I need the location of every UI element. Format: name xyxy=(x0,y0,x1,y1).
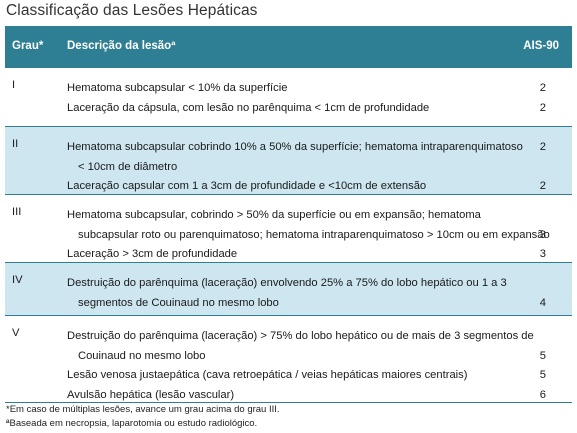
description-line: Hematoma subcapsular < 10% da superfície xyxy=(67,79,517,99)
description-text: Couinaud no mesmo lobo xyxy=(78,349,206,362)
header-descricao: Descrição da lesãoª xyxy=(67,40,176,52)
description-line: Laceração > 3cm de profundidade xyxy=(67,245,517,265)
grau-cell: I xyxy=(12,79,16,91)
grau-cell: V xyxy=(12,327,20,339)
description-cell: Destruição do parênquima (laceração) env… xyxy=(67,274,517,313)
ais-score: 2 xyxy=(539,141,546,153)
description-line: Hematoma subcapsular, cobrindo > 50% da … xyxy=(67,206,517,226)
description-text: Hematoma subcapsular < 10% da superfície xyxy=(67,82,288,94)
table-row: III 3 3 Hematoma subcapsular, cobrindo > 50… xyxy=(5,195,572,263)
description-line: segmentos de Couinaud no mesmo lobo xyxy=(67,294,517,314)
description-line: Couinaud no mesmo lobo xyxy=(67,347,517,367)
footnote-grau: *Em caso de múltiplas lesões, avance um … xyxy=(6,404,280,415)
description-cell: Hematoma subcapsular cobrindo 10% a 50% … xyxy=(67,138,523,197)
table-row: V 5 5 6 Destruição do parênquima (laceração)… xyxy=(5,316,572,403)
ais-score: 5 xyxy=(539,349,546,362)
description-cell: Hematoma subcapsular, cobrindo > 50% da … xyxy=(67,206,550,265)
description-text: Laceração da cápsula, com lesão no parên… xyxy=(67,101,430,114)
description-line: Lesão venosa justaepática (cava retroepá… xyxy=(67,366,517,386)
description-line: < 10cm de diâmetro xyxy=(67,158,517,178)
description-line: Laceração da cápsula, com lesão no parên… xyxy=(67,99,517,119)
description-text: Laceração capsular com 1 a 3cm de profun… xyxy=(67,180,427,192)
description-text: < 10cm de diâmetro xyxy=(78,160,178,173)
description-text: Destruição do parênquima (laceração) env… xyxy=(67,277,507,289)
footnote-basis: ªBaseada em necropsia, laparotomia ou es… xyxy=(6,418,258,429)
description-text: Lesão venosa justaepática (cava retroepá… xyxy=(67,369,468,381)
description-text: Laceração > 3cm de profundidade xyxy=(67,248,238,260)
ais-score: 2 xyxy=(539,82,546,94)
description-line: subcapsular roto ou parenquimatoso; hema… xyxy=(67,226,550,246)
description-line: Laceração capsular com 1 a 3cm de profun… xyxy=(67,177,517,197)
table-header: Grau* Descrição da lesãoª AIS-90 xyxy=(5,26,572,68)
ais-score: 4 xyxy=(539,296,546,309)
grau-cell: II xyxy=(12,138,19,150)
description-text: Destruição do parênquima (laceração) > 7… xyxy=(67,330,534,342)
table-row: II 2 2 Hematoma subcapsular cobrindo 10% a … xyxy=(5,127,572,195)
description-text: Hematoma subcapsular, cobrindo > 50% da … xyxy=(67,209,481,221)
table-row: IV 4 Destruição do parênquima (laceração) … xyxy=(5,263,572,316)
description-cell: Destruição do parênquima (laceração) > 7… xyxy=(67,327,534,406)
ais-score: 3 xyxy=(539,228,546,241)
table-body: I 2 2 Hematoma subcapsular < 10% da superfí… xyxy=(5,68,572,403)
table-row: I 2 2 Hematoma subcapsular < 10% da superfí… xyxy=(5,68,572,127)
description-line: Destruição do parênquima (laceração) > 7… xyxy=(67,327,534,347)
description-cell: Hematoma subcapsular < 10% da superfície… xyxy=(67,79,517,118)
description-line: Hematoma subcapsular cobrindo 10% a 50% … xyxy=(67,138,523,158)
ais-score: 2 xyxy=(539,180,546,192)
description-text: Avulsão hepática (lesão vascular) xyxy=(67,388,235,401)
header-ais: AIS-90 xyxy=(523,40,559,52)
description-text: subcapsular roto ou parenquimatoso; hema… xyxy=(78,228,550,241)
ais-score: 6 xyxy=(539,388,546,401)
description-text: segmentos de Couinaud no mesmo lobo xyxy=(78,296,279,309)
page-title: Classificação das Lesões Hepáticas xyxy=(6,2,258,19)
grau-cell: III xyxy=(12,206,22,218)
description-line: Destruição do parênquima (laceração) env… xyxy=(67,274,517,294)
classification-table: Grau* Descrição da lesãoª AIS-90 I 2 2 Hema… xyxy=(5,26,572,403)
description-text: Hematoma subcapsular cobrindo 10% a 50% … xyxy=(67,141,523,153)
ais-score: 3 xyxy=(539,248,546,260)
grau-cell: IV xyxy=(12,274,23,286)
header-grau: Grau* xyxy=(12,40,44,52)
description-line: Avulsão hepática (lesão vascular) xyxy=(67,386,517,406)
ais-score: 2 xyxy=(539,101,546,114)
ais-score: 5 xyxy=(539,369,546,381)
